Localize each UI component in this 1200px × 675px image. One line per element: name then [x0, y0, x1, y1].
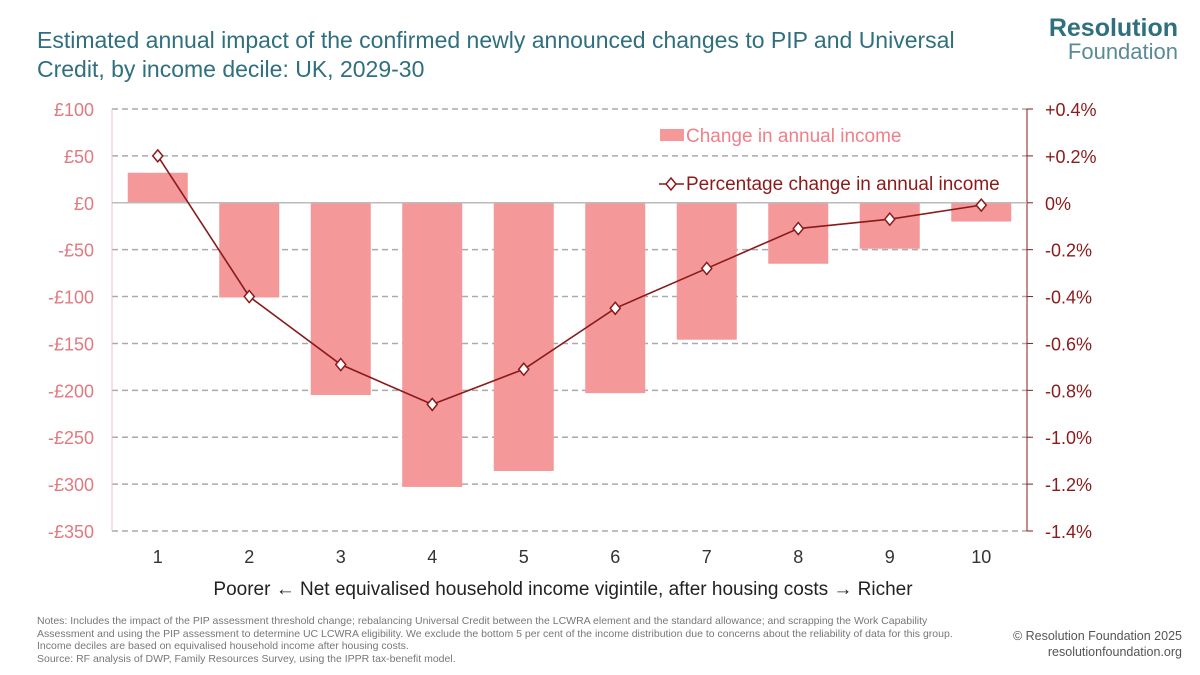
right-tick-label: -1.0%	[1045, 428, 1092, 448]
legend-line-label: Percentage change in annual income	[686, 174, 1000, 195]
line-point	[883, 212, 896, 227]
logo-line2: Foundation	[1067, 39, 1178, 64]
line-point	[792, 221, 805, 236]
website-url: resolutionfoundation.org	[1047, 645, 1182, 659]
line-point	[243, 289, 256, 304]
x-tick-label: 1	[153, 547, 163, 567]
x-tick-label: 6	[610, 547, 620, 567]
bar	[402, 202, 463, 487]
x-tick-label: 7	[702, 547, 712, 567]
left-tick-label: -£50	[58, 241, 94, 261]
legend-line-marker	[665, 176, 677, 192]
left-tick-label: -£350	[48, 522, 94, 542]
line-point	[151, 148, 164, 164]
line-point	[334, 357, 347, 372]
left-tick-label: £100	[54, 100, 94, 120]
x-tick-label: 2	[244, 547, 254, 567]
x-tick-label: 5	[519, 547, 529, 567]
notes-text: Notes: Includes the impact of the PIP as…	[37, 615, 953, 652]
x-tick-label: 8	[793, 547, 803, 567]
legend-bar-label: Change in annual income	[686, 126, 902, 147]
legend-bar-swatch	[660, 129, 684, 141]
chart-title: Estimated annual impact of the confirmed…	[37, 27, 955, 82]
right-tick-label: -1.4%	[1045, 522, 1092, 542]
left-tick-label: -£150	[48, 334, 94, 354]
bar	[585, 202, 646, 394]
line-point	[609, 301, 622, 316]
x-tick-label: 10	[971, 547, 991, 567]
logo-line1: Resolution	[1048, 14, 1178, 42]
right-tick-label: +0.2%	[1045, 147, 1097, 167]
resolution-foundation-logo: Resolution Foundation	[1049, 16, 1178, 64]
line-point	[426, 397, 439, 412]
chart-plot: £100 £50 £0 -£50 -£100 -£150 -£200 -£250 -£300 -£…	[48, 100, 1097, 600]
left-tick-label: £50	[64, 147, 94, 167]
x-tick-label: 9	[885, 547, 895, 567]
bar	[219, 202, 280, 298]
right-tick-label: -1.2%	[1045, 475, 1092, 495]
right-tick-label: -0.2%	[1045, 241, 1092, 261]
right-tick-label: -0.8%	[1045, 381, 1092, 401]
left-tick-label: £0	[74, 194, 94, 214]
copyright: © Resolution Foundation 2025	[1012, 629, 1182, 643]
right-tick-label: -0.4%	[1045, 288, 1092, 308]
x-tick-label: 3	[336, 547, 346, 567]
line-point	[975, 197, 988, 213]
credit: © Resolution Foundation 2025 resolutionf…	[1013, 628, 1182, 660]
x-tick-label: 4	[427, 547, 437, 567]
left-tick-label: -£250	[48, 428, 94, 448]
line-series	[157, 155, 982, 406]
right-tick-label: +0.4%	[1045, 100, 1097, 120]
line-point	[517, 362, 530, 377]
x-axis-title: Poorer ← Net equivalised household incom…	[213, 579, 913, 600]
right-tick-label: 0%	[1045, 194, 1071, 214]
left-tick-label: -£200	[48, 381, 94, 401]
notes: Notes: Includes the impact of the PIP as…	[37, 615, 982, 665]
left-tick-label: -£100	[48, 288, 94, 308]
source-text: Source: RF analysis of DWP, Family Resou…	[37, 652, 456, 665]
left-tick-label: -£300	[48, 475, 94, 495]
line-point	[700, 261, 713, 276]
bar	[493, 202, 554, 471]
right-tick-label: -0.6%	[1045, 334, 1092, 354]
